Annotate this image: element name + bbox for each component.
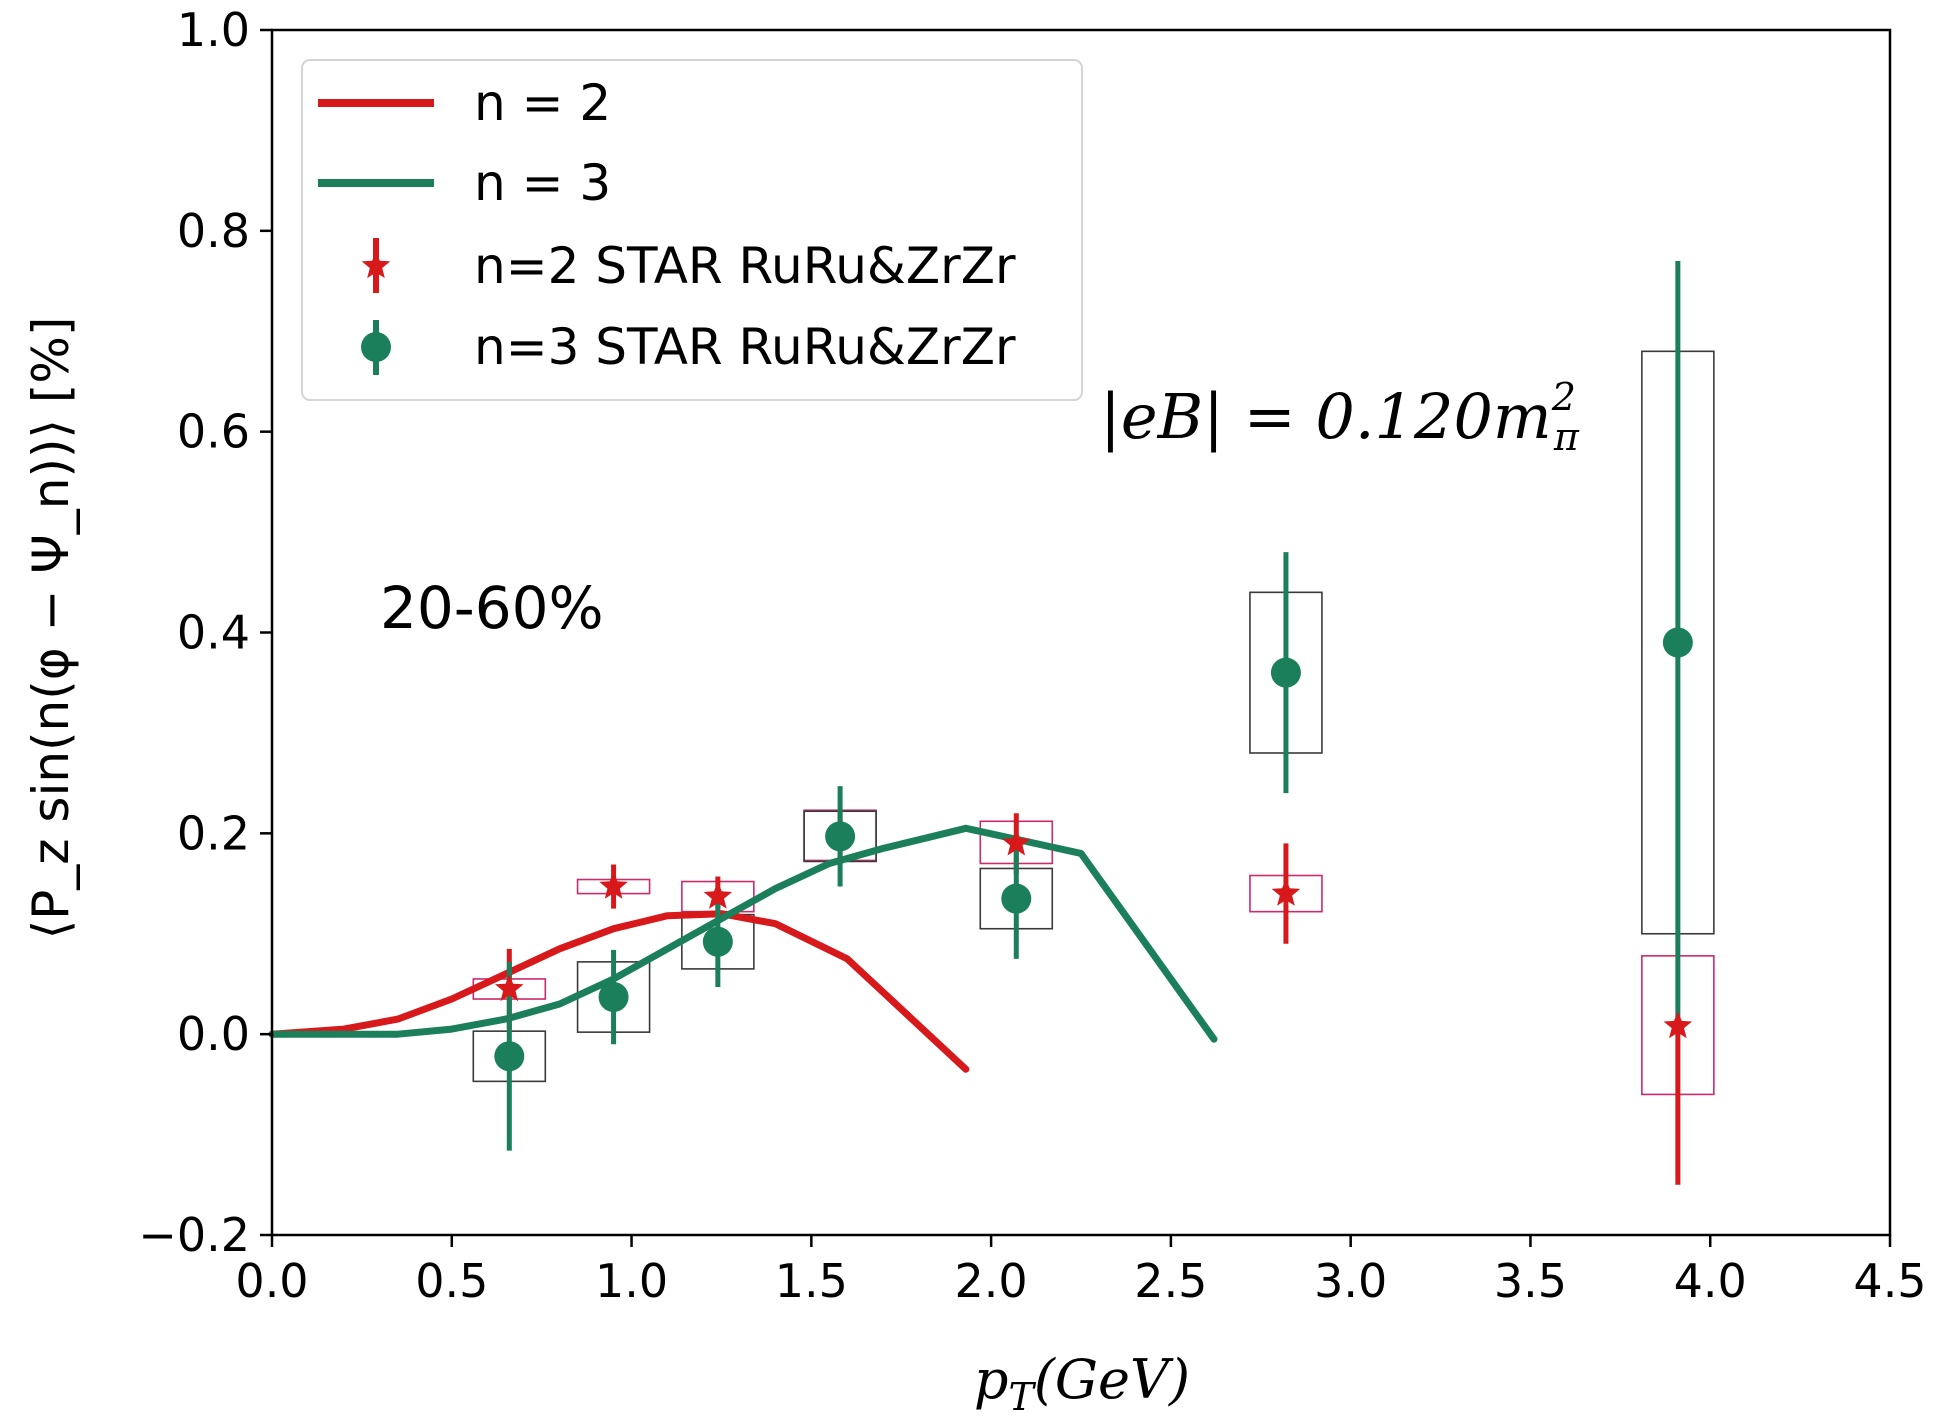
x-tick-label: 4.5 (1853, 1254, 1926, 1308)
x-tick-label: 2.5 (1134, 1254, 1207, 1308)
magnetic-field-label: |eB| = 0.120m2 π (1100, 375, 1580, 459)
x-tick-label: 1.5 (775, 1254, 848, 1308)
x-tick-label: 0.5 (415, 1254, 488, 1308)
legend-box (301, 59, 1083, 401)
legend-label: n = 2 (474, 74, 611, 132)
star-marker (495, 974, 524, 1002)
model-curves (268, 824, 1218, 1073)
x-tick-label: 4.0 (1674, 1254, 1747, 1308)
star-marker (1271, 878, 1301, 906)
model-curve-line (268, 910, 970, 1073)
legend-entry-n3-data: n=3 STAR RuRu&ZrZr (361, 318, 1016, 376)
star-icon (361, 251, 391, 279)
legend-label: n=3 STAR RuRu&ZrZr (474, 318, 1016, 376)
circle-marker (1270, 657, 1301, 688)
x-tick-label: 3.5 (1494, 1254, 1567, 1308)
data-markers (494, 627, 1693, 1072)
legend-entry-n2-data: n=2 STAR RuRu&ZrZr (361, 237, 1016, 295)
x-tick-label: 1.0 (595, 1254, 668, 1308)
x-tick-label: 2.0 (955, 1254, 1028, 1308)
legend-label: n=2 STAR RuRu&ZrZr (474, 237, 1016, 295)
y-tick-label: 0.6 (177, 405, 250, 459)
x-tick-label: 0.0 (235, 1254, 308, 1308)
circle-marker (702, 926, 733, 957)
centrality-label: 20-60% (380, 574, 604, 642)
circle-marker (1662, 627, 1693, 658)
circle-icon (361, 332, 391, 362)
y-tick-label: 0.2 (177, 806, 250, 860)
x-tick-label: 3.0 (1314, 1254, 1387, 1308)
legend: n = 2 n = 3 n=2 STAR RuRu&ZrZr n=3 STAR … (301, 59, 1083, 401)
circle-marker (825, 821, 856, 852)
star-marker (599, 871, 628, 899)
star-marker (1663, 1011, 1693, 1039)
legend-entry-n2-line: n = 2 (318, 74, 611, 132)
y-tick-label: 0.0 (177, 1007, 250, 1061)
star-marker (703, 881, 733, 909)
y-axis-label: ⟨P_z sin(n(φ − Ψ_n))⟩ [%] (22, 317, 80, 940)
circle-marker (1001, 883, 1032, 914)
y-axis-ticks: −0.2 0.0 0.2 0.4 0.6 0.8 1.0 (138, 3, 272, 1262)
legend-entry-n3-line: n = 3 (318, 154, 611, 212)
circle-marker (598, 982, 629, 1013)
y-tick-label: 1.0 (177, 3, 250, 57)
x-axis-ticks: 0.0 0.5 1.0 1.5 2.0 2.5 3.0 3.5 4.0 4.5 (235, 1235, 1927, 1308)
systematic-boxes (472, 350, 1715, 1096)
star-marker (1002, 828, 1031, 856)
y-tick-label: −0.2 (138, 1208, 250, 1262)
y-tick-label: 0.8 (177, 204, 250, 258)
y-tick-label: 0.4 (177, 606, 250, 660)
model-curve-line (268, 824, 1218, 1043)
legend-label: n = 3 (474, 154, 611, 212)
circle-marker (494, 1041, 525, 1072)
x-axis-label: pT(GeV) (974, 1348, 1190, 1418)
